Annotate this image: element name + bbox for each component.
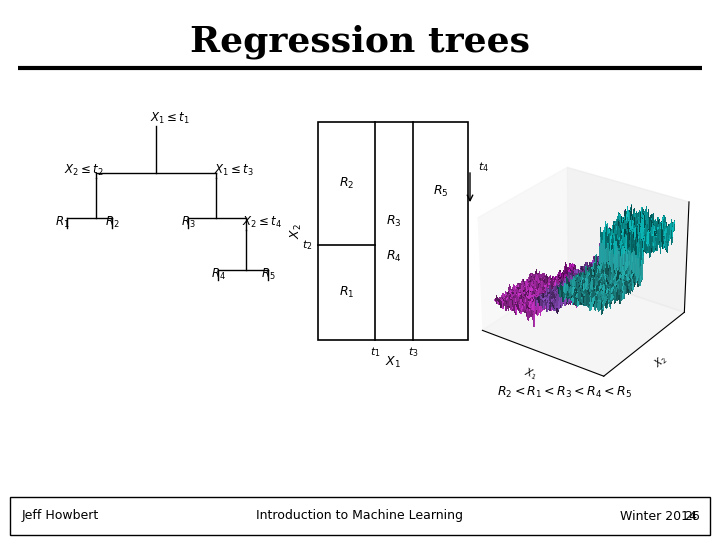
Bar: [318, 122, 468, 340]
Text: $R_1$: $R_1$: [55, 214, 69, 230]
Text: $t_4$: $t_4$: [478, 160, 489, 174]
Text: $R_2 < R_1 < R_3 < R_4 < R_5$: $R_2 < R_1 < R_3 < R_4 < R_5$: [498, 384, 633, 400]
Text: $X_2 \leq t_4$: $X_2 \leq t_4$: [242, 214, 282, 230]
Text: Introduction to Machine Learning: Introduction to Machine Learning: [256, 510, 464, 523]
Text: $X_2$: $X_2$: [289, 223, 304, 239]
Text: $X_1$: $X_1$: [385, 354, 401, 369]
Text: $X_2 \leq t_2$: $X_2 \leq t_2$: [64, 163, 104, 178]
Text: 26: 26: [684, 510, 700, 523]
Text: $R_4$: $R_4$: [386, 248, 402, 264]
Text: $R_2$: $R_2$: [104, 214, 120, 230]
Text: $X_1 \leq t_1$: $X_1 \leq t_1$: [150, 111, 190, 126]
Text: $t_1$: $t_1$: [369, 345, 380, 359]
Text: Jeff Howbert: Jeff Howbert: [22, 510, 99, 523]
Text: $R_1$: $R_1$: [339, 285, 354, 300]
Text: $t_3$: $t_3$: [408, 345, 418, 359]
Text: Regression trees: Regression trees: [190, 25, 530, 59]
X-axis label: $X_1$: $X_1$: [522, 366, 539, 383]
Text: $R_5$: $R_5$: [433, 184, 449, 199]
Text: $R_4$: $R_4$: [210, 266, 225, 281]
Text: $R_5$: $R_5$: [261, 266, 275, 281]
Text: $R_3$: $R_3$: [181, 214, 195, 230]
Text: Winter 2014: Winter 2014: [620, 510, 697, 523]
Text: $R_2$: $R_2$: [339, 176, 354, 191]
Text: $X_1 \leq t_3$: $X_1 \leq t_3$: [214, 163, 254, 178]
Y-axis label: $X_2$: $X_2$: [652, 353, 670, 371]
Text: $R_3$: $R_3$: [386, 213, 402, 228]
Bar: [10, 497, 710, 535]
Text: $t_2$: $t_2$: [302, 238, 312, 252]
